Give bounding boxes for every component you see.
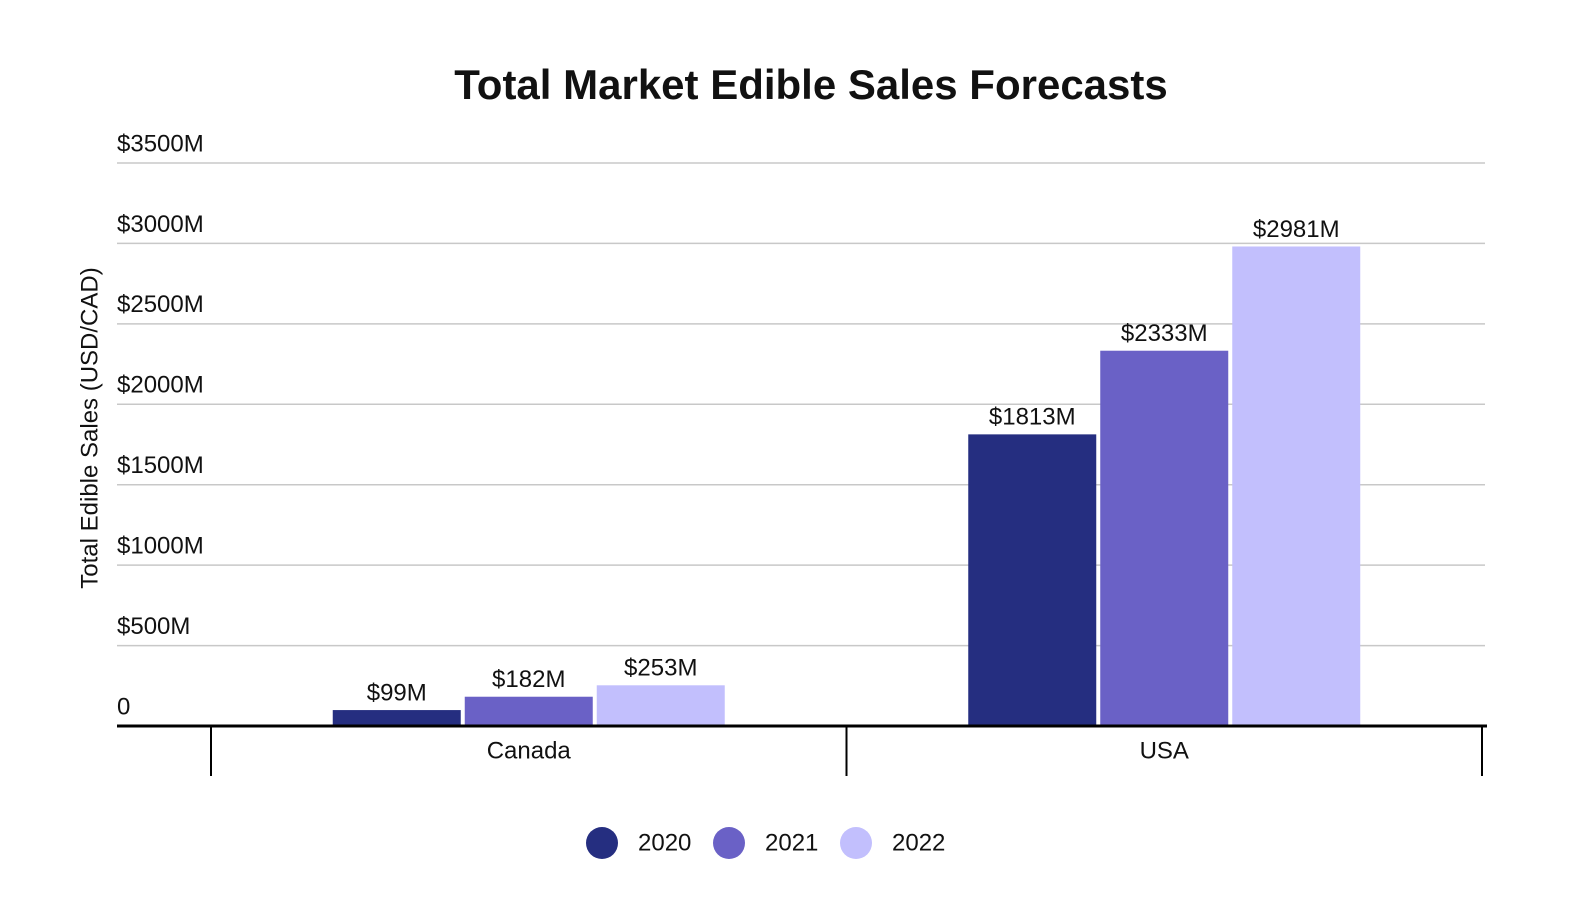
bar [1232, 246, 1361, 726]
legend-marker [586, 827, 618, 859]
legend-label: 2020 [638, 829, 691, 856]
data-label: $253M [624, 655, 697, 682]
y-tick-label: $2500M [117, 291, 204, 318]
bar [596, 685, 725, 726]
y-tick-label: $3500M [117, 130, 204, 157]
data-label: $2981M [1253, 216, 1340, 243]
y-axis-label: Total Edible Sales (USD/CAD) [76, 267, 103, 588]
legend-marker [713, 827, 745, 859]
data-label: $1813M [989, 404, 1076, 431]
legend-label: 2021 [765, 829, 818, 856]
data-label: $2333M [1121, 320, 1208, 347]
x-tick-label: Canada [487, 737, 572, 764]
y-tick-label: $3000M [117, 211, 204, 238]
x-tick-label: USA [1140, 737, 1189, 764]
bar [1100, 350, 1229, 726]
bar [464, 696, 593, 726]
y-tick-label: $1000M [117, 532, 204, 559]
legend-marker [840, 827, 872, 859]
y-tick-label: $500M [117, 613, 190, 640]
y-tick-label: $1500M [117, 452, 204, 479]
legend-label: 2022 [892, 829, 945, 856]
bar [968, 434, 1097, 726]
data-label: $99M [367, 679, 427, 706]
y-tick-label: $2000M [117, 372, 204, 399]
bar [332, 710, 461, 726]
data-label: $182M [492, 666, 565, 693]
chart-title: Total Market Edible Sales Forecasts [454, 61, 1168, 108]
y-tick-label: 0 [117, 693, 130, 720]
